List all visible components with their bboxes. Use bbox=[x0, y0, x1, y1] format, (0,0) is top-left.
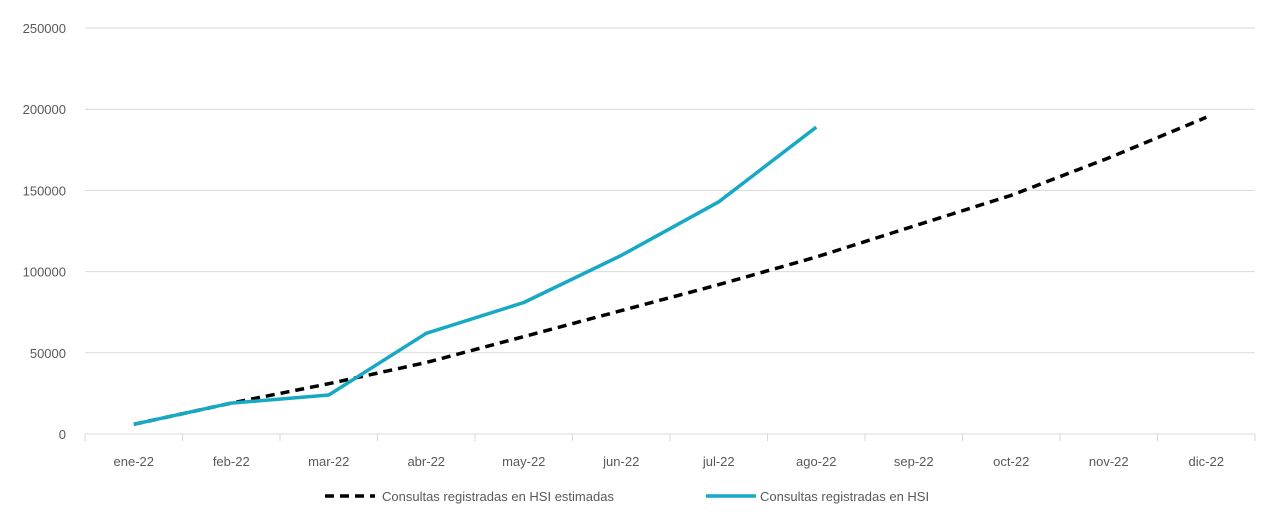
x-tick-label: jul-22 bbox=[702, 454, 735, 469]
y-tick-label: 50000 bbox=[30, 346, 66, 361]
x-tick-label: dic-22 bbox=[1189, 454, 1224, 469]
x-tick-label: oct-22 bbox=[993, 454, 1029, 469]
x-tick-label: ene-22 bbox=[114, 454, 154, 469]
series-line-registered bbox=[133, 125, 818, 427]
y-tick-label: 200000 bbox=[23, 102, 66, 117]
x-tick-label: abr-22 bbox=[407, 454, 445, 469]
legend: Consultas registradas en HSI estimadas Co… bbox=[325, 489, 929, 504]
y-tick-label: 0 bbox=[59, 427, 66, 442]
y-tick-label: 250000 bbox=[23, 21, 66, 36]
x-tick-label: ago-22 bbox=[796, 454, 836, 469]
x-axis-ticks: ene-22 feb-22 mar-22 abr-22 may-22 jun-22 jul-… bbox=[84, 434, 1256, 469]
gridlines bbox=[85, 27, 1255, 435]
x-tick-label: jun-22 bbox=[602, 454, 639, 469]
y-tick-label: 100000 bbox=[23, 265, 66, 280]
y-axis-ticks: 0 50000 100000 150000 200000 250000 bbox=[23, 21, 66, 442]
y-tick-label: 150000 bbox=[23, 183, 66, 198]
series-lines bbox=[133, 115, 1207, 427]
x-tick-label: feb-22 bbox=[213, 454, 250, 469]
x-tick-label: sep-22 bbox=[894, 454, 934, 469]
x-tick-label: nov-22 bbox=[1089, 454, 1129, 469]
x-tick-label: may-22 bbox=[502, 454, 545, 469]
x-tick-label: mar-22 bbox=[308, 454, 349, 469]
series-line-estimated bbox=[133, 115, 1207, 427]
legend-label: Consultas registradas en HSI bbox=[760, 489, 929, 504]
legend-label: Consultas registradas en HSI estimadas bbox=[382, 489, 614, 504]
